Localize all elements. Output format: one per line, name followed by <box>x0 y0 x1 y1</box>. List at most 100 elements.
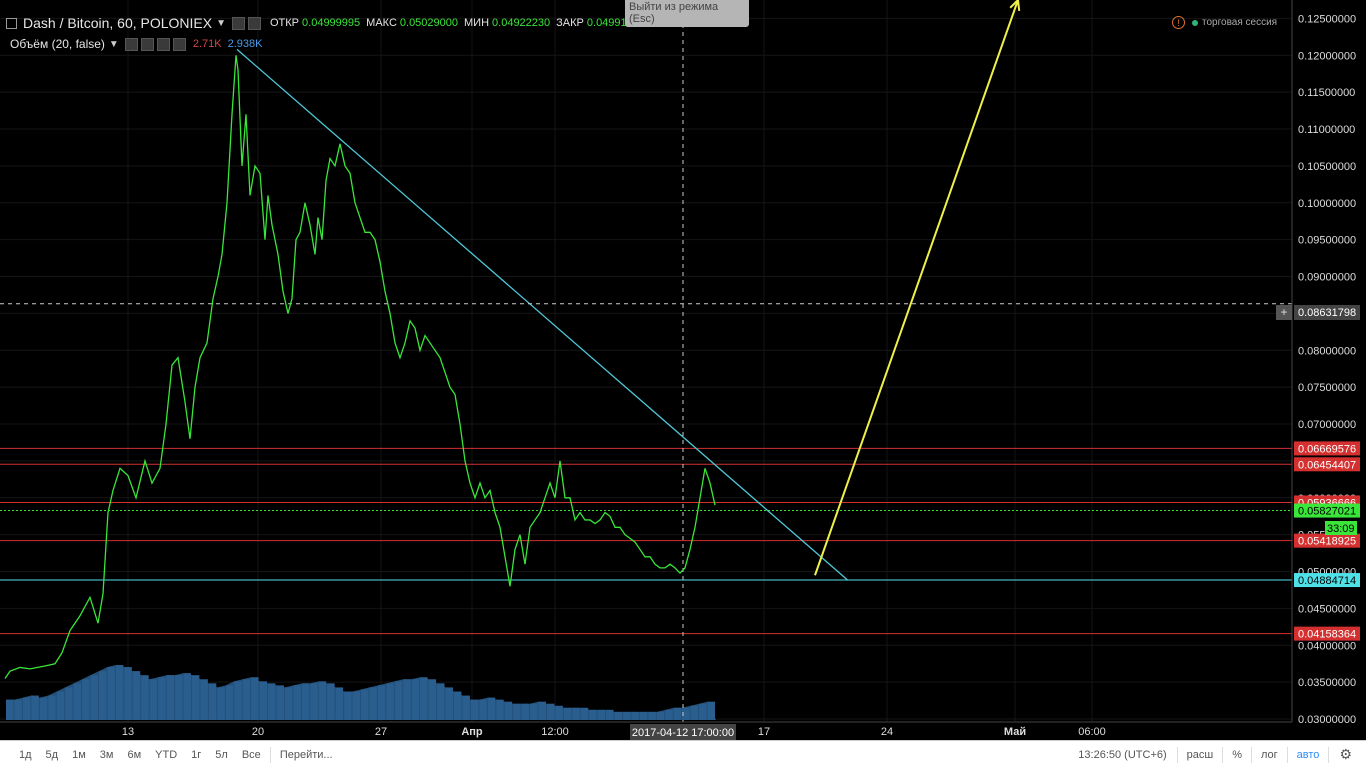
plus-icon[interactable] <box>156 37 170 51</box>
goto-button[interactable]: Перейти... <box>279 748 333 761</box>
range-ytd-button[interactable]: YTD <box>155 748 178 761</box>
volume-bar <box>470 699 479 720</box>
volume-bar <box>606 709 614 720</box>
chevron-down-icon[interactable]: ▼ <box>216 17 226 29</box>
level-label-text: 0.05418925 <box>1298 536 1356 548</box>
volume-bar <box>132 671 141 720</box>
range-5y-button[interactable]: 5л <box>215 748 228 761</box>
price-tick-label: 0.09000000 <box>1298 272 1356 284</box>
crosshair-price-label: 0.08631798 <box>1294 305 1360 320</box>
volume-bar <box>631 711 639 720</box>
range-1d-button[interactable]: 1д <box>19 748 32 761</box>
range-all-button[interactable]: Все <box>241 748 261 761</box>
divider <box>269 746 271 763</box>
volume-bar <box>538 701 546 720</box>
horizontal-levels[interactable] <box>0 447 1292 635</box>
divider <box>1176 746 1178 763</box>
range-1m-button[interactable]: 1м <box>72 748 86 761</box>
volume-bar <box>462 695 470 720</box>
volume-bar <box>707 701 715 720</box>
range-1y-button[interactable]: 1г <box>191 748 202 761</box>
volume-bar <box>183 673 191 720</box>
volume-bar <box>124 667 132 720</box>
price-tick-label: 0.04500000 <box>1298 603 1356 615</box>
volume-bar <box>673 707 682 720</box>
log-button[interactable]: лог <box>1261 748 1278 761</box>
close-label: ЗАКР <box>556 17 584 29</box>
eye-icon[interactable] <box>232 16 245 30</box>
percent-button[interactable]: % <box>1232 748 1242 761</box>
volume-legend: Объём (20, false) ▼ 2.71K 2.938K <box>10 37 262 51</box>
open-value: 0.04999995 <box>302 17 361 29</box>
price-series-line[interactable] <box>4 55 716 679</box>
volume-bar <box>597 709 606 720</box>
chevron-down-icon[interactable]: ▼ <box>108 38 119 50</box>
volume-bar <box>327 683 335 720</box>
high-label: МАКС <box>366 17 397 29</box>
price-tick-label: 0.10000000 <box>1298 198 1356 210</box>
settings-icon[interactable] <box>140 37 154 51</box>
range-5d-button[interactable]: 5д <box>45 748 59 761</box>
volume-bar <box>284 687 293 720</box>
volume-bar <box>555 705 563 720</box>
volume-bar <box>225 685 234 720</box>
volume-bars <box>6 665 716 720</box>
crosshair-time-label: 2017-04-12 17:00:00 <box>630 724 736 740</box>
gear-icon[interactable]: ⚙ <box>1339 746 1352 762</box>
eye-icon[interactable] <box>124 37 138 51</box>
volume-bar <box>251 677 259 720</box>
time-tick-label: Май <box>1004 726 1026 738</box>
volume-bar <box>191 675 200 720</box>
auto-button[interactable]: авто <box>1296 748 1320 761</box>
price-tick-label: 0.04000000 <box>1298 640 1356 652</box>
volume-bar <box>699 703 707 720</box>
volume-bar <box>141 675 149 720</box>
forecast-arrow[interactable] <box>814 0 1021 576</box>
arrow-shaft <box>814 0 1019 576</box>
range-3m-button[interactable]: 3м <box>99 748 114 761</box>
level-label-bg <box>1294 503 1360 518</box>
volume-label[interactable]: Объём (20, false) <box>10 37 105 51</box>
level-label-text: 0.06669576 <box>1298 443 1356 455</box>
volume-bar <box>394 681 403 720</box>
volume-bar <box>437 683 445 720</box>
time-tick-label: 12:00 <box>541 726 569 738</box>
clock[interactable]: 13:26:50 (UTC+6) <box>1078 748 1167 761</box>
volume-bar <box>259 681 268 720</box>
scale-button[interactable]: расш <box>1186 748 1214 761</box>
volume-bar <box>496 699 504 720</box>
warning-icon[interactable]: ! <box>1172 16 1185 29</box>
volume-bar <box>656 711 665 720</box>
time-axis[interactable]: 13 20 27 Апр 12:00 17 24 Май 06:00 <box>122 726 1106 738</box>
symbol-title[interactable]: Dash / Bitcoin, 60, POLONIEX <box>23 15 213 31</box>
volume-bar <box>453 691 462 720</box>
add-marker-plus-icon[interactable]: + <box>1276 305 1292 320</box>
volume-bar <box>369 687 377 720</box>
close-icon[interactable] <box>172 37 186 51</box>
time-tick-label: 06:00 <box>1078 726 1106 738</box>
volume-value-2: 2.938K <box>227 38 263 50</box>
volume-bar <box>65 687 73 720</box>
svg-text:33:09: 33:09 <box>1327 523 1355 535</box>
range-6m-button[interactable]: 6м <box>127 748 142 761</box>
level-label-bg <box>1294 533 1360 548</box>
time-tick-label: 13 <box>122 726 134 738</box>
price-tick-label: 0.07500000 <box>1298 382 1356 394</box>
volume-bar <box>546 703 555 720</box>
volume-bar <box>31 695 39 720</box>
volume-bar <box>98 671 107 720</box>
volume-bar <box>513 703 521 720</box>
settings-icon[interactable] <box>248 16 261 30</box>
volume-bar <box>6 699 14 720</box>
volume-bar <box>149 679 158 720</box>
grid <box>0 0 1292 722</box>
tooltip-line-2: (Esc) <box>629 13 655 25</box>
collapse-icon[interactable] <box>6 17 17 29</box>
volume-bar <box>115 665 124 720</box>
trading-session[interactable]: ! торговая сессия <box>1172 16 1277 29</box>
volume-bar <box>293 685 301 720</box>
trend-line[interactable] <box>236 48 849 581</box>
price-tick-label: 0.07000000 <box>1298 419 1356 431</box>
price-tick-label: 0.09500000 <box>1298 235 1356 247</box>
